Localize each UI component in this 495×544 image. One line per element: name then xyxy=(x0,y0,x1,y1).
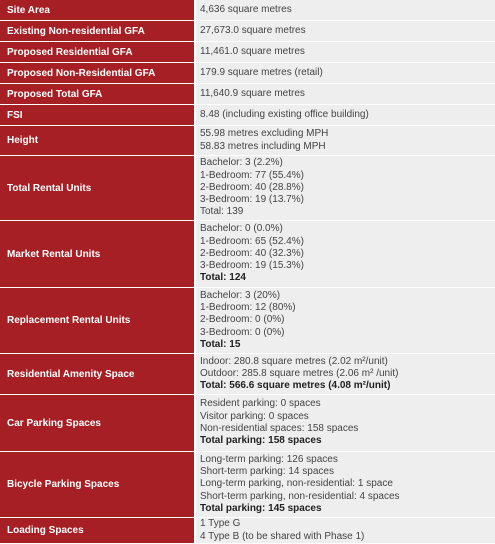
value-line: Resident parking: 0 spaces xyxy=(200,398,321,410)
row-label: Residential Amenity Space xyxy=(0,354,196,394)
row-value: Long-term parking: 126 spaces Short-term … xyxy=(196,452,495,517)
row-label: Proposed Total GFA xyxy=(0,84,196,104)
value-total: Total: 15 xyxy=(200,338,241,350)
table-row: Car Parking Spaces Resident parking: 0 sp… xyxy=(0,395,495,452)
value-line: Bachelor: 3 (2.2%) xyxy=(200,157,283,169)
value-line: Indoor: 280.8 square metres (2.02 m²/uni… xyxy=(200,355,388,367)
value-line: Total: 139 xyxy=(200,206,244,218)
row-value: 8.48 (including existing office building… xyxy=(196,105,495,125)
value-line: 3-Bedroom: 19 (13.7%) xyxy=(200,194,304,206)
value-line: Bachelor: 0 (0.0%) xyxy=(200,223,283,235)
table-row: FSI 8.48 (including existing office build… xyxy=(0,105,495,126)
row-label: Height xyxy=(0,126,196,155)
row-value: 179.9 square metres (retail) xyxy=(196,63,495,83)
row-value: Bachelor: 3 (20%) 1-Bedroom: 12 (80%) 2-Be… xyxy=(196,288,495,353)
row-label: Proposed Residential GFA xyxy=(0,42,196,62)
value-line: 1-Bedroom: 65 (52.4%) xyxy=(200,235,304,247)
value-line: 4,636 square metres xyxy=(200,3,292,15)
value-line: Visitor parking: 0 spaces xyxy=(200,410,309,422)
table-row: Proposed Residential GFA 11,461.0 square … xyxy=(0,42,495,63)
value-line: 1-Bedroom: 77 (55.4%) xyxy=(200,169,304,181)
row-value: Indoor: 280.8 square metres (2.02 m²/uni… xyxy=(196,354,495,394)
value-line: Long-term parking: 126 spaces xyxy=(200,453,338,465)
row-value: Resident parking: 0 spaces Visitor parkin… xyxy=(196,395,495,451)
value-total: Total parking: 145 spaces xyxy=(200,502,322,514)
table-row: Site Area 4,636 square metres xyxy=(0,0,495,21)
row-value: 4,636 square metres xyxy=(196,0,495,20)
value-line: 27,673.0 square metres xyxy=(200,24,306,36)
value-total: Total: 566.6 square metres (4.08 m²/unit… xyxy=(200,380,391,392)
value-line: Outdoor: 285.8 square metres (2.06 m² /u… xyxy=(200,367,399,379)
table-row: Residential Amenity Space Indoor: 280.8 s… xyxy=(0,354,495,395)
value-line: 3-Bedroom: 19 (15.3%) xyxy=(200,260,304,272)
value-line: 4 Type B (to be shared with Phase 1) xyxy=(200,530,365,542)
table-row: Replacement Rental Units Bachelor: 3 (20%… xyxy=(0,288,495,354)
row-label: Market Rental Units xyxy=(0,221,196,287)
row-label: FSI xyxy=(0,105,196,125)
row-value: 27,673.0 square metres xyxy=(196,21,495,41)
value-line: 11,461.0 square metres xyxy=(200,45,305,57)
value-line: 11,640.9 square metres xyxy=(200,87,305,99)
row-value: Bachelor: 0 (0.0%) 1-Bedroom: 65 (52.4%) 2… xyxy=(196,221,495,287)
row-label: Car Parking Spaces xyxy=(0,395,196,451)
value-line: Bachelor: 3 (20%) xyxy=(200,289,281,301)
table-row: Existing Non-residential GFA 27,673.0 squ… xyxy=(0,21,495,42)
value-line: 58.83 metres including MPH xyxy=(200,140,326,152)
value-line: 2-Bedroom: 0 (0%) xyxy=(200,314,285,326)
row-value: 11,640.9 square metres xyxy=(196,84,495,104)
value-line: 8.48 (including existing office building… xyxy=(200,108,369,120)
row-label: Total Rental Units xyxy=(0,156,196,220)
value-line: 2-Bedroom: 40 (28.8%) xyxy=(200,181,304,193)
value-line: 179.9 square metres (retail) xyxy=(200,66,323,78)
value-line: 1 Type G xyxy=(200,518,241,530)
table-row: Height 55.98 metres excluding MPH 58.83 me… xyxy=(0,126,495,156)
row-value: Bachelor: 3 (2.2%) 1-Bedroom: 77 (55.4%) 2… xyxy=(196,156,495,220)
value-line: Short-term parking: 14 spaces xyxy=(200,466,334,478)
row-value: 11,461.0 square metres xyxy=(196,42,495,62)
value-line: Long-term parking, non-residential: 1 sp… xyxy=(200,478,393,490)
value-line: 2-Bedroom: 40 (32.3%) xyxy=(200,247,304,259)
value-total: Total parking: 158 spaces xyxy=(200,435,322,447)
row-label: Bicycle Parking Spaces xyxy=(0,452,196,517)
table-row: Total Rental Units Bachelor: 3 (2.2%) 1-Be… xyxy=(0,156,495,221)
row-label: Proposed Non-Residential GFA xyxy=(0,63,196,83)
row-label: Loading Spaces xyxy=(0,518,196,543)
value-total: Total: 124 xyxy=(200,272,246,284)
table-row: Proposed Total GFA 11,640.9 square metres xyxy=(0,84,495,105)
value-line: 55.98 metres excluding MPH xyxy=(200,128,329,140)
row-value: 55.98 metres excluding MPH 58.83 metres i… xyxy=(196,126,495,155)
table-row: Market Rental Units Bachelor: 0 (0.0%) 1-B… xyxy=(0,221,495,288)
row-label: Replacement Rental Units xyxy=(0,288,196,353)
table-row: Proposed Non-Residential GFA 179.9 square… xyxy=(0,63,495,84)
value-line: 3-Bedroom: 0 (0%) xyxy=(200,326,285,338)
value-line: 1-Bedroom: 12 (80%) xyxy=(200,302,296,314)
value-line: Non-residential spaces: 158 spaces xyxy=(200,423,359,434)
row-label: Site Area xyxy=(0,0,196,20)
table-row: Bicycle Parking Spaces Long-term parking:… xyxy=(0,452,495,518)
row-label: Existing Non-residential GFA xyxy=(0,21,196,41)
value-line: Short-term parking, non-residential: 4 s… xyxy=(200,490,400,502)
